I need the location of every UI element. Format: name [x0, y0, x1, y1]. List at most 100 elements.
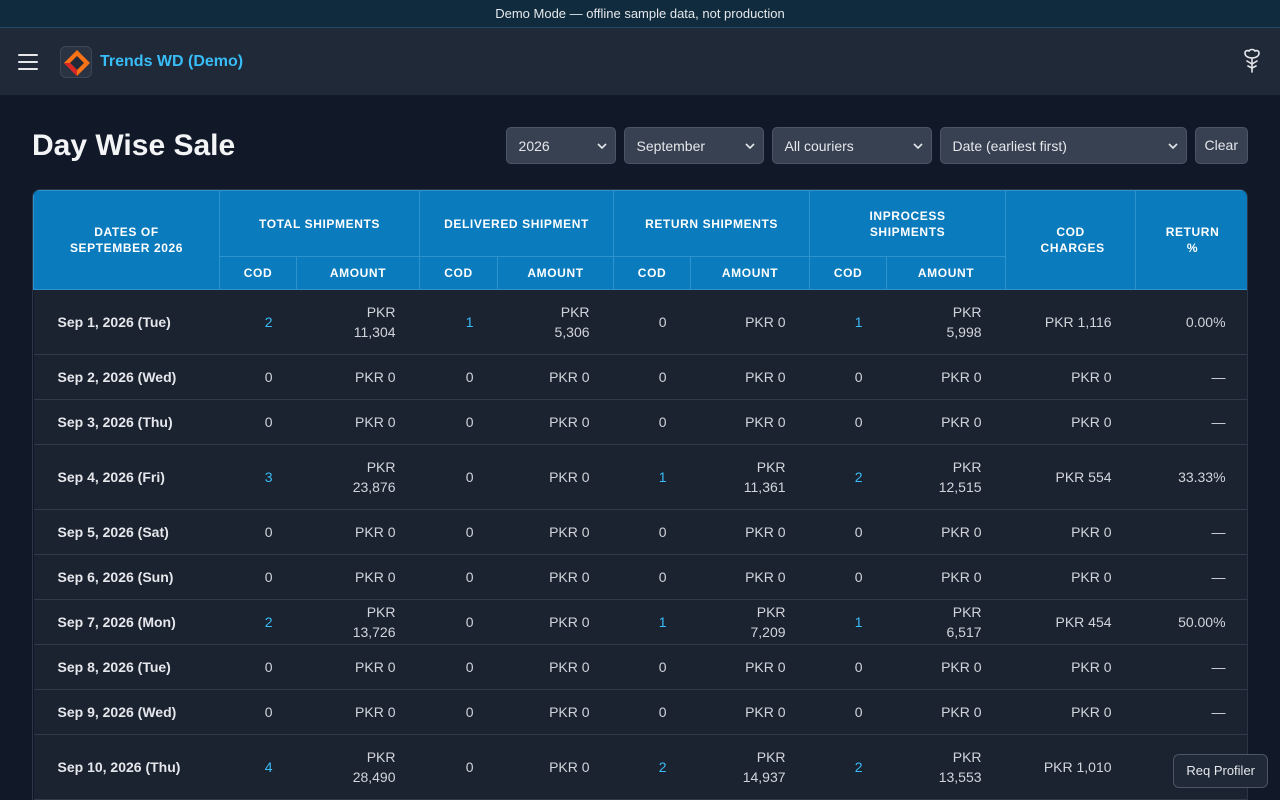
total-amount-cell: PKR 0	[296, 644, 420, 690]
return-cod-cell: 0	[613, 509, 691, 555]
menu-icon[interactable]	[18, 53, 38, 70]
table-row: Sep 4, 2026 (Fri) 3 PKR 23,876 0 PKR 0 1 PKR 1…	[33, 444, 1247, 510]
shipment-count-link[interactable]: 2	[854, 759, 863, 775]
shipment-count-link[interactable]: 1	[658, 469, 667, 485]
table-row: Sep 3, 2026 (Thu) 0 PKR 0 0 PKR 0 0 PKR 0 0 PKR …	[33, 399, 1247, 445]
return-amount-cell: PKR 0	[690, 554, 810, 600]
header-return-shipments: Return Shipments	[613, 190, 811, 257]
table-row: Sep 1, 2026 (Tue) 2 PKR 11,304 1 PKR 5,306 0 P…	[33, 289, 1247, 355]
delivered-cod-cell: 0	[419, 599, 498, 645]
shipment-count-link[interactable]: 1	[854, 614, 863, 630]
sort-select[interactable]: Date (earliest first)	[939, 127, 1187, 164]
delivered-cod-cell: 0	[419, 644, 498, 690]
total-amount-cell: PKR 28,490	[296, 734, 420, 800]
year-select[interactable]: 2026	[505, 127, 616, 164]
date-cell: Sep 10, 2026 (Thu)	[33, 734, 220, 800]
return-amount-cell: PKR 14,937	[690, 734, 810, 800]
return-cod-cell: 2	[613, 734, 691, 800]
shipment-count-link[interactable]: 2	[658, 759, 667, 775]
table-row: Sep 5, 2026 (Sat) 0 PKR 0 0 PKR 0 0 PKR 0 0 PKR …	[33, 509, 1247, 555]
return-amount-cell: PKR 0	[690, 354, 810, 400]
shipment-count-link[interactable]: 2	[854, 469, 863, 485]
brain-icon[interactable]	[1240, 48, 1264, 74]
date-cell: Sep 2, 2026 (Wed)	[33, 354, 220, 400]
cod-charges-cell: PKR 1,116	[1005, 289, 1136, 355]
delivered-amount-cell: PKR 0	[497, 644, 614, 690]
cod-charges-cell: PKR 0	[1005, 354, 1136, 400]
delivered-cod-cell: 0	[419, 399, 498, 445]
month-select[interactable]: September	[623, 127, 764, 164]
cod-charges-cell: PKR 0	[1005, 399, 1136, 445]
header-dates[interactable]: Dates of September 2026	[33, 190, 220, 290]
courier-select[interactable]: All couriers	[771, 127, 932, 164]
header-total-cod[interactable]: COD	[219, 256, 297, 290]
header-return-percent[interactable]: Return %	[1135, 190, 1247, 290]
total-amount-cell: PKR 11,304	[296, 289, 420, 355]
header-delivered-amount[interactable]: Amount	[497, 256, 615, 290]
shipment-count-link[interactable]: 1	[854, 314, 863, 330]
delivered-amount-cell: PKR 0	[497, 689, 614, 735]
cod-charges-cell: PKR 1,010	[1005, 734, 1136, 800]
date-cell: Sep 5, 2026 (Sat)	[33, 509, 220, 555]
inprocess-amount-cell: PKR 0	[886, 354, 1006, 400]
total-amount-cell: PKR 0	[296, 689, 420, 735]
delivered-amount-cell: PKR 0	[497, 354, 614, 400]
inprocess-amount-cell: PKR 0	[886, 644, 1006, 690]
return-percent-cell: —	[1135, 644, 1247, 690]
date-cell: Sep 1, 2026 (Tue)	[33, 289, 220, 355]
return-amount-cell: PKR 0	[690, 399, 810, 445]
total-cod-cell: 0	[219, 554, 297, 600]
clear-button[interactable]: Clear	[1194, 127, 1248, 164]
shipment-count-link[interactable]: 3	[264, 469, 273, 485]
date-cell: Sep 3, 2026 (Thu)	[33, 399, 220, 445]
brand-name[interactable]: Trends WD (Demo)	[100, 52, 244, 70]
delivered-cod-cell: 1	[419, 289, 498, 355]
return-cod-cell: 0	[613, 399, 691, 445]
date-cell: Sep 8, 2026 (Tue)	[33, 644, 220, 690]
shipment-count-link[interactable]: 2	[264, 614, 273, 630]
page-title: Day Wise Sale	[32, 128, 236, 162]
delivered-amount-cell: PKR 0	[497, 734, 614, 800]
table-row: Sep 6, 2026 (Sun) 0 PKR 0 0 PKR 0 0 PKR 0 0 PKR …	[33, 554, 1247, 600]
header-return-amount[interactable]: Amount	[690, 256, 811, 290]
header-total-shipments: Total Shipments	[218, 190, 421, 257]
date-cell: Sep 6, 2026 (Sun)	[33, 554, 220, 600]
header-cod-charges[interactable]: COD Charges	[1005, 190, 1137, 290]
inprocess-amount-cell: PKR 0	[886, 554, 1006, 600]
shipment-count-link[interactable]: 1	[658, 614, 667, 630]
inprocess-amount-cell: PKR 13,553	[886, 734, 1006, 800]
inprocess-amount-cell: PKR 0	[886, 509, 1006, 555]
inprocess-amount-cell: PKR 12,515	[886, 444, 1006, 510]
chevron-down-icon	[596, 143, 607, 150]
inprocess-cod-cell: 1	[809, 599, 887, 645]
shipment-count-link[interactable]: 1	[465, 314, 474, 330]
header-delivered-shipment: Delivered Shipment	[419, 190, 615, 257]
date-cell: Sep 4, 2026 (Fri)	[33, 444, 220, 510]
inprocess-amount-cell: PKR 0	[886, 689, 1006, 735]
header-inprocess-amount[interactable]: Amount	[886, 256, 1007, 290]
req-profiler-button[interactable]: Req Profiler	[1173, 754, 1268, 788]
delivered-amount-cell: PKR 5,306	[497, 289, 614, 355]
header-inprocess-cod[interactable]: COD	[809, 256, 888, 290]
total-cod-cell: 0	[219, 354, 297, 400]
inprocess-cod-cell: 0	[809, 509, 887, 555]
delivered-cod-cell: 0	[419, 354, 498, 400]
return-cod-cell: 1	[613, 444, 691, 510]
shipment-count-link[interactable]: 4	[264, 759, 273, 775]
table-row: Sep 8, 2026 (Tue) 0 PKR 0 0 PKR 0 0 PKR 0 0 PKR …	[33, 644, 1247, 690]
header-delivered-cod[interactable]: COD	[419, 256, 499, 290]
delivered-cod-cell: 0	[419, 554, 498, 600]
total-cod-cell: 0	[219, 509, 297, 555]
return-percent-cell: 50.00%	[1135, 599, 1247, 645]
shipment-count-link[interactable]: 2	[264, 314, 273, 330]
inprocess-cod-cell: 0	[809, 554, 887, 600]
total-amount-cell: PKR 0	[296, 509, 420, 555]
cod-charges-cell: PKR 454	[1005, 599, 1136, 645]
header-return-cod[interactable]: COD	[613, 256, 692, 290]
total-amount-cell: PKR 0	[296, 399, 420, 445]
cod-charges-cell: PKR 0	[1005, 554, 1136, 600]
delivered-amount-cell: PKR 0	[497, 399, 614, 445]
return-cod-cell: 1	[613, 599, 691, 645]
app-logo-icon[interactable]	[60, 45, 92, 78]
header-total-amount[interactable]: Amount	[295, 256, 421, 290]
